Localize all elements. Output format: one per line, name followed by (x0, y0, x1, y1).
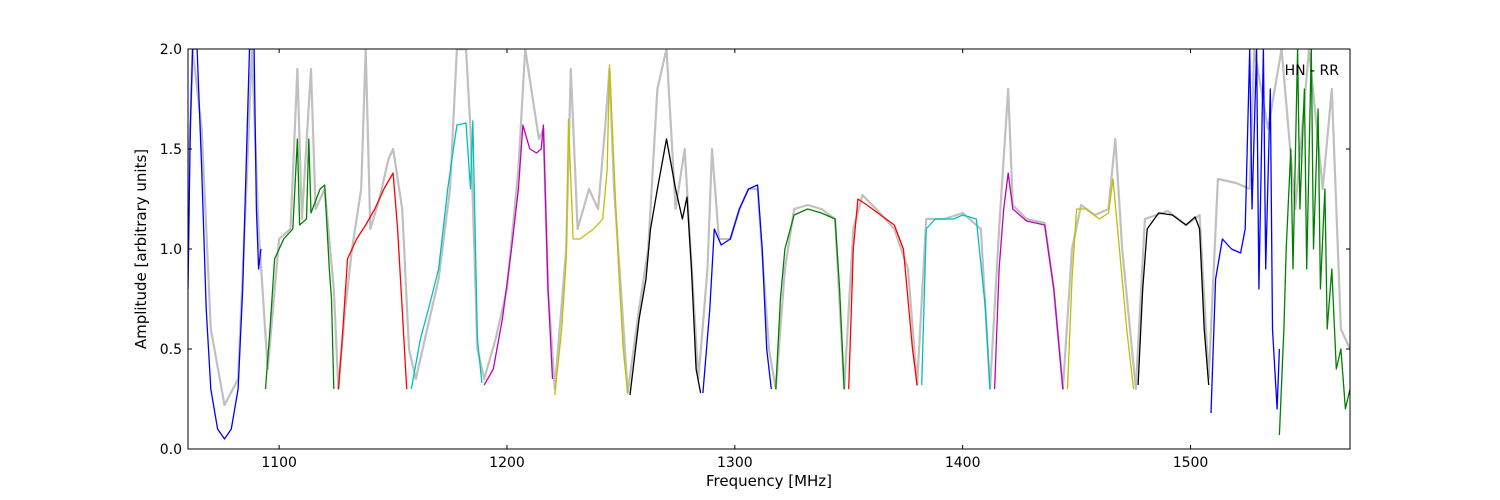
series-layer (188, 49, 1350, 440)
band-series-15 (1210, 49, 1281, 414)
band-series-12 (993, 172, 1064, 390)
y-axis-ticks: 0.0 0.5 1.0 1.5 2.0 (160, 42, 1350, 458)
x-axis-title: Frequency [MHz] (706, 472, 832, 490)
x-axis-ticks: 1100 1200 1300 1400 1500 (261, 49, 1208, 471)
band-series-1 (188, 49, 262, 440)
band-series-6 (554, 64, 629, 396)
band-series-2 (264, 138, 335, 390)
band-series-10 (848, 198, 918, 390)
band-series-4 (410, 120, 483, 390)
x-tick-label: 1500 (1173, 455, 1209, 471)
x-tick-label: 1200 (489, 455, 525, 471)
band-series-9 (775, 208, 845, 390)
x-tick-label: 1400 (945, 455, 981, 471)
band-series-14 (1137, 212, 1210, 386)
y-axis-title: Amplitude [arbitrary units] (132, 149, 150, 349)
band-series-8 (702, 184, 772, 394)
y-tick-label: 2.0 (160, 42, 182, 58)
band-series-5 (483, 124, 554, 386)
y-tick-label: 0.0 (160, 442, 182, 458)
band-series-13 (1066, 178, 1135, 390)
y-tick-label: 1.5 (160, 142, 182, 158)
x-tick-label: 1300 (717, 455, 753, 471)
corner-annotation: HN - RR (1285, 63, 1340, 79)
band-series-3 (337, 172, 408, 390)
plot-background (188, 49, 1350, 449)
band-series-7 (629, 138, 702, 396)
band-series-11 (921, 214, 991, 390)
x-tick-label: 1100 (261, 455, 297, 471)
y-tick-label: 0.5 (160, 342, 182, 358)
band-series-16 (1278, 49, 1350, 436)
background-trace-layer (188, 49, 1350, 407)
y-tick-label: 1.0 (160, 242, 182, 258)
background-trace (188, 49, 1350, 407)
